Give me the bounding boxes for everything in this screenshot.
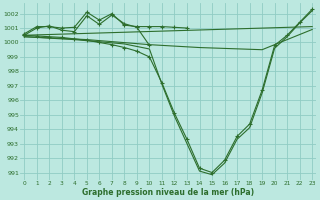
X-axis label: Graphe pression niveau de la mer (hPa): Graphe pression niveau de la mer (hPa) [82,188,254,197]
